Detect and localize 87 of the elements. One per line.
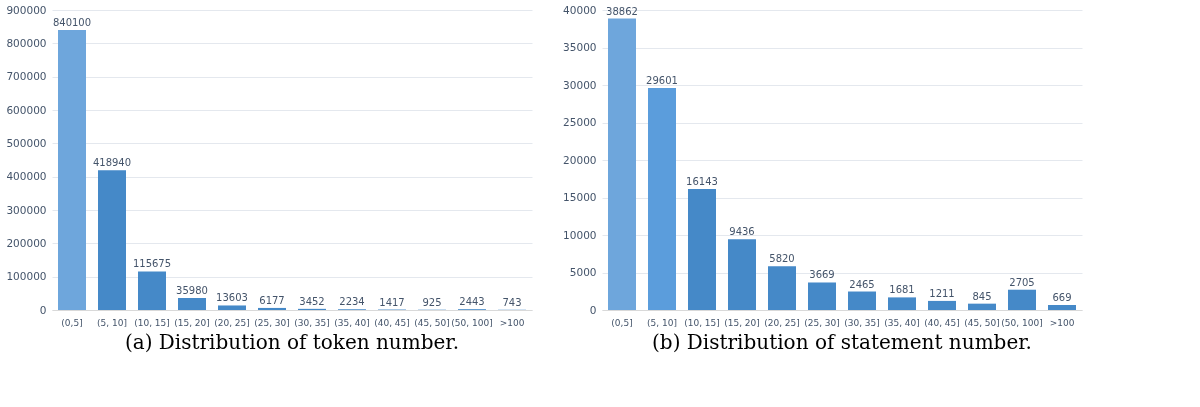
y-tick-label: 900000	[6, 3, 47, 16]
data-label: 2234	[339, 296, 365, 308]
x-tick-label: (15, 20]	[174, 317, 210, 328]
data-label: 35980	[176, 285, 208, 297]
bar	[218, 305, 246, 310]
x-tick-label: (50, 100]	[451, 317, 493, 328]
x-tick-label: (15, 20]	[724, 317, 760, 328]
x-tick-label: (0,5]	[611, 317, 633, 328]
y-tick-label: 25000	[563, 116, 597, 128]
x-tick-label: (30, 35]	[294, 317, 330, 328]
y-tick-label: 700000	[6, 70, 47, 83]
x-tick-label: (25, 30]	[254, 317, 290, 328]
data-label: 115675	[132, 258, 172, 270]
x-tick-label: (45, 50]	[964, 317, 1000, 328]
data-label: 3452	[299, 295, 325, 307]
y-tick-label: 0	[39, 303, 47, 316]
bar	[968, 303, 996, 310]
y-tick-label: 40000	[563, 3, 597, 16]
x-tick-label: (20, 25]	[214, 317, 250, 328]
bar	[888, 297, 916, 310]
data-label: 418940	[92, 157, 132, 169]
x-tick-label: (10, 15]	[134, 317, 170, 328]
x-tick-label: (40, 45]	[924, 317, 960, 328]
x-tick-label: (35, 40]	[884, 317, 920, 328]
y-tick-label: 0	[589, 303, 597, 316]
data-label: 2465	[849, 278, 875, 290]
bar	[178, 298, 206, 310]
text: (a) Distribution of token number.	[124, 330, 460, 354]
x-tick-label: (5, 10]	[97, 317, 127, 328]
x-tick-label: (25, 30]	[804, 317, 840, 328]
y-tick-label: 100000	[6, 270, 47, 283]
data-label: 669	[1052, 291, 1072, 303]
bar	[848, 291, 876, 310]
y-tick-label: 200000	[6, 236, 47, 249]
data-label: 1417	[379, 296, 405, 308]
data-label: 29601	[646, 74, 678, 86]
bar	[608, 18, 636, 310]
x-tick-label: (5, 10]	[647, 317, 677, 328]
data-label: 2705	[1009, 276, 1035, 288]
data-label: 845	[972, 290, 992, 302]
x-tick-label: (35, 40]	[334, 317, 370, 328]
data-label: 1681	[889, 284, 915, 296]
data-label: 16143	[686, 175, 718, 187]
data-label: 925	[422, 296, 442, 308]
bar	[138, 271, 166, 310]
bar	[808, 282, 836, 310]
bar	[688, 188, 716, 310]
bar	[98, 170, 126, 310]
data-label: 743	[502, 296, 522, 308]
y-tick-label: 35000	[563, 41, 597, 53]
bar	[928, 300, 956, 310]
y-tick-label: 400000	[6, 170, 47, 183]
bar	[1048, 304, 1076, 310]
y-tick-label: 20000	[563, 153, 597, 166]
y-tick-label: 300000	[6, 203, 47, 216]
x-tick-label: (20, 25]	[764, 317, 800, 328]
y-tick-label: 10000	[563, 228, 597, 241]
y-tick-label: 30000	[563, 78, 597, 91]
y-tick-label: 600000	[6, 103, 47, 116]
bar	[258, 307, 286, 310]
data-label: 38862	[606, 5, 638, 17]
x-tick-label: (30, 35]	[844, 317, 880, 328]
data-label: 2443	[459, 296, 485, 308]
x-tick-label: >100	[1049, 317, 1075, 328]
x-tick-label: (40, 45]	[374, 317, 410, 328]
y-tick-label: 5000	[569, 266, 597, 278]
bar	[1008, 289, 1036, 310]
x-tick-label: (50, 100]	[1001, 317, 1043, 328]
y-tick-label: 15000	[563, 191, 597, 203]
x-tick-label: (10, 15]	[684, 317, 720, 328]
bar	[58, 29, 86, 310]
x-tick-label: (0,5]	[61, 317, 83, 328]
x-tick-label: >100	[499, 317, 525, 328]
bar	[728, 239, 756, 310]
bar	[648, 87, 676, 310]
y-tick-label: 500000	[6, 136, 47, 149]
x-tick-label: (45, 50]	[414, 317, 450, 328]
data-label: 5820	[769, 253, 795, 265]
data-label: 3669	[809, 269, 835, 281]
data-label: 1211	[929, 287, 955, 299]
text: (b) Distribution of statement number.	[652, 330, 1032, 354]
data-label: 840100	[52, 16, 92, 28]
bar	[768, 266, 796, 310]
data-label: 9436	[729, 226, 755, 238]
data-label: 13603	[216, 292, 248, 304]
data-label: 6177	[259, 294, 285, 306]
y-tick-label: 800000	[6, 36, 47, 49]
